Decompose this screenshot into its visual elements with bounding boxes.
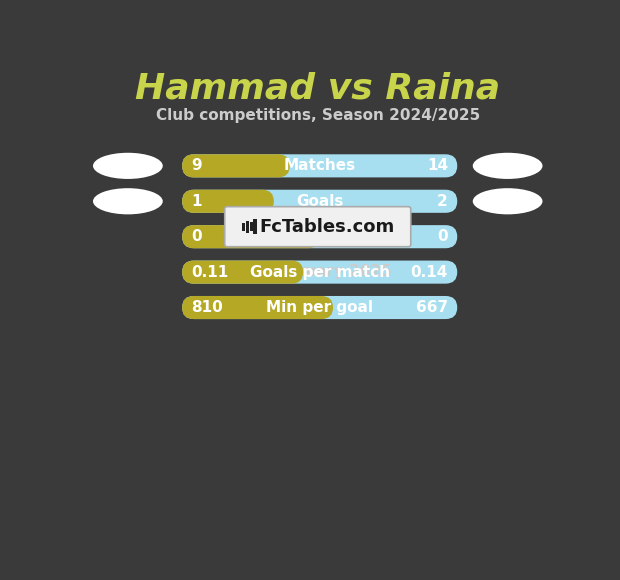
Text: Club competitions, Season 2024/2025: Club competitions, Season 2024/2025 (156, 108, 480, 124)
Text: Hammad vs Raina: Hammad vs Raina (135, 72, 500, 106)
Text: Goals per match: Goals per match (250, 264, 390, 280)
Bar (242, 223, 245, 230)
Text: Matches: Matches (283, 158, 356, 173)
FancyBboxPatch shape (182, 225, 320, 248)
Ellipse shape (93, 153, 162, 179)
Ellipse shape (93, 188, 162, 215)
Ellipse shape (472, 153, 542, 179)
FancyBboxPatch shape (182, 154, 290, 177)
Text: 0: 0 (192, 229, 202, 244)
Text: 667: 667 (416, 300, 448, 315)
FancyBboxPatch shape (182, 225, 458, 248)
Text: 9: 9 (192, 158, 202, 173)
Text: 20 february 2025: 20 february 2025 (244, 264, 392, 279)
FancyBboxPatch shape (224, 206, 410, 246)
Text: 0: 0 (437, 229, 448, 244)
Bar (249, 222, 253, 231)
Text: Hattricks: Hattricks (280, 229, 359, 244)
Text: 14: 14 (427, 158, 448, 173)
Text: 2: 2 (437, 194, 448, 209)
Text: FcTables.com: FcTables.com (259, 218, 395, 235)
Text: 1: 1 (192, 194, 202, 209)
FancyBboxPatch shape (182, 154, 458, 177)
Bar (254, 219, 257, 234)
FancyBboxPatch shape (182, 296, 333, 319)
Text: Goals: Goals (296, 194, 343, 209)
Ellipse shape (472, 188, 542, 215)
Text: 0.14: 0.14 (410, 264, 448, 280)
Text: Min per goal: Min per goal (266, 300, 373, 315)
FancyBboxPatch shape (182, 260, 303, 284)
Text: 0.11: 0.11 (192, 264, 229, 280)
FancyBboxPatch shape (182, 190, 458, 213)
FancyBboxPatch shape (182, 260, 458, 284)
Bar (246, 220, 249, 233)
FancyBboxPatch shape (182, 296, 458, 319)
Text: 810: 810 (192, 300, 223, 315)
FancyBboxPatch shape (182, 190, 274, 213)
